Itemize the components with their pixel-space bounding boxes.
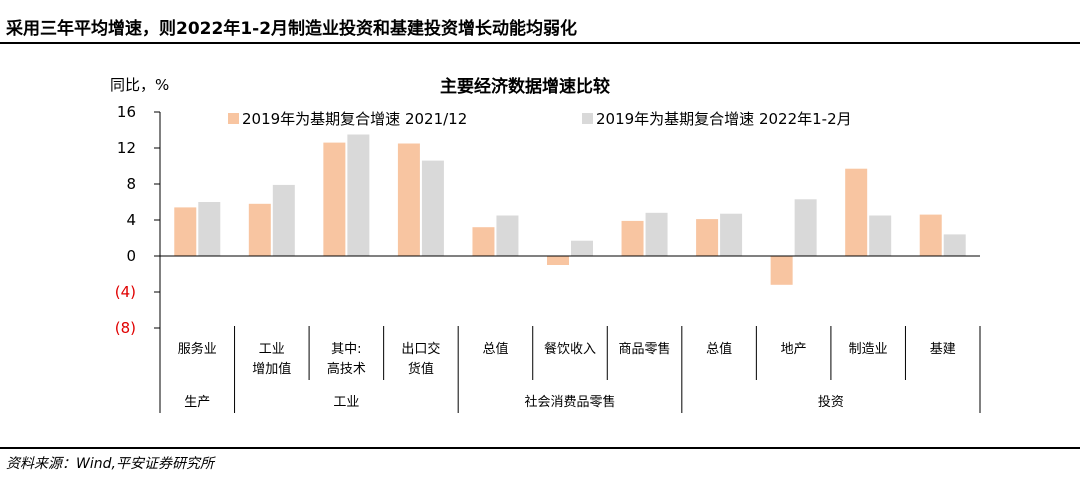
y-tick-label: 0 [126, 247, 136, 265]
y-tick-label: 12 [117, 139, 136, 157]
y-axis-label: 同比，% [110, 76, 169, 94]
bar-series2-cat10 [869, 215, 892, 256]
bar-series2-cat9 [794, 199, 817, 256]
bar-series1-cat2 [248, 203, 271, 256]
bar-series1-cat4 [397, 143, 420, 256]
bar-series2-cat4 [421, 160, 444, 256]
bar-series1-cat7 [621, 220, 644, 256]
bar-series1-cat1 [174, 207, 197, 256]
axes [159, 112, 980, 328]
top-rule [0, 42, 1080, 44]
legend-swatch-2 [582, 113, 593, 124]
group-label: 社会消费品零售 [524, 394, 615, 410]
bars [174, 134, 966, 285]
bar-series2-cat2 [272, 184, 295, 256]
legend: 2019年为基期复合增速 2021/12 2019年为基期复合增速 2022年1-… [228, 110, 852, 128]
group-label: 生产 [184, 395, 210, 410]
bar-series1-cat11 [919, 214, 942, 256]
bar-series1-cat5 [472, 227, 495, 256]
y-tick-label: 4 [126, 211, 136, 229]
legend-label-2: 2019年为基期复合增速 2022年1-2月 [596, 110, 852, 128]
category-label: 制造业 [849, 342, 888, 357]
category-label: 出口交货值 [401, 341, 440, 377]
category-label: 商品零售 [619, 341, 671, 357]
y-tick-label: 8 [126, 175, 136, 193]
category-label: 基建 [930, 342, 956, 357]
bar-series1-cat8 [696, 219, 719, 256]
bar-series2-cat3 [347, 134, 370, 256]
category-label: 餐饮收入 [544, 341, 596, 357]
bar-series1-cat3 [323, 142, 346, 256]
bar-series1-cat9 [770, 256, 793, 285]
bar-series2-cat5 [496, 215, 519, 256]
y-axis-ticks: 16 12 8 4 0 (4) (8) [115, 103, 160, 337]
bar-series2-cat1 [198, 202, 221, 256]
bar-series2-cat7 [645, 212, 668, 256]
category-label: 其中:高技术 [327, 342, 366, 377]
legend-label-1: 2019年为基期复合增速 2021/12 [242, 110, 467, 128]
category-label: 工业增加值 [252, 342, 291, 377]
category-label: 服务业 [178, 341, 217, 357]
legend-swatch-1 [228, 113, 239, 124]
y-tick-label: 16 [117, 103, 136, 121]
bar-chart: 主要经济数据增速比较 同比，% 2019年为基期复合增速 2021/12 2019… [110, 76, 981, 413]
source-note: 资料来源：Wind,平安证券研究所 [6, 456, 214, 472]
bar-series2-cat11 [943, 234, 966, 256]
y-tick-label: (4) [115, 283, 136, 301]
category-label: 地产 [781, 342, 807, 357]
bar-series2-cat6 [571, 240, 593, 256]
category-label: 总值 [706, 341, 732, 357]
headline: 采用三年平均增速，则2022年1-2月制造业投资和基建投资增长动能均弱化 [6, 19, 578, 39]
y-tick-label: (8) [115, 319, 136, 337]
group-label: 工业 [333, 395, 359, 410]
bottom-rule [0, 447, 1080, 449]
group-label: 投资 [818, 394, 844, 410]
bar-series1-cat10 [845, 168, 868, 256]
category-label: 总值 [482, 341, 508, 357]
chart-title: 主要经济数据增速比较 [440, 76, 610, 97]
bar-series2-cat8 [720, 213, 743, 256]
bar-series1-cat6 [547, 256, 569, 265]
